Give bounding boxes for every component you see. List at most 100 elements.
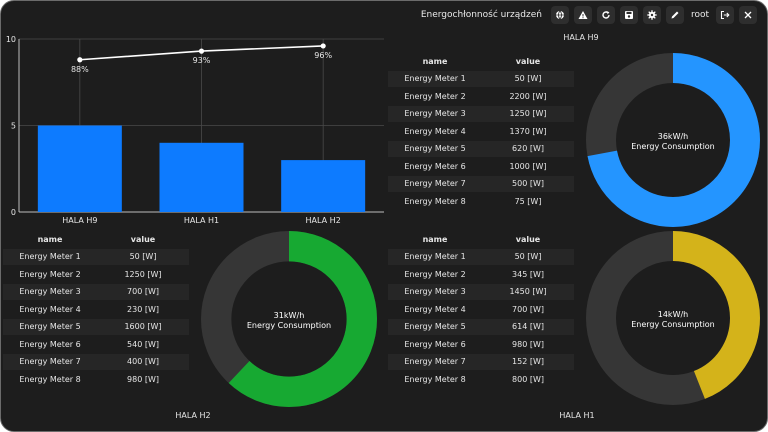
x-tick-label: HALA H1 [184, 216, 219, 225]
table-row[interactable]: Energy Meter 8 980 [W] [3, 371, 189, 387]
table-row[interactable]: Energy Meter 6 540 [W] [3, 336, 189, 352]
energy-bar-chart: 0 5 10 HALA H9 HALA H1 HALA H2 88% 93% 96% [6, 35, 384, 225]
meter-value: 1000 [W] [509, 161, 547, 171]
meter-name: Energy Meter 2 [404, 269, 466, 279]
meter-name: Energy Meter 4 [404, 126, 466, 136]
y-tick-label: 5 [11, 122, 16, 131]
meter-value: 1250 [W] [509, 109, 547, 118]
table-row[interactable]: Energy Meter 5 620 [W] [388, 140, 574, 157]
table-row[interactable]: Energy Meter 3 1250 [W] [388, 105, 574, 122]
table-row[interactable]: Energy Meter 8 75 [W] [388, 193, 574, 209]
table-row[interactable]: Energy Meter 4 230 [W] [3, 301, 189, 317]
meter-value: 1370 [W] [509, 126, 547, 136]
meter-value: 1450 [W] [509, 287, 547, 296]
column-header-name: name [422, 56, 448, 66]
refresh-button[interactable] [596, 6, 615, 24]
meter-name: Energy Meter 2 [404, 91, 466, 101]
x-tick-label: HALA H9 [62, 216, 97, 225]
meter-value: 540 [W] [127, 339, 159, 349]
consumption-value: 31kW/h [274, 310, 305, 320]
column-header-value: value [515, 234, 541, 244]
hall-h9-table: name value Energy Meter 1 50 [W] Energy Mete… [388, 53, 574, 209]
consumption-label: Energy Consumption [247, 320, 331, 330]
table-row[interactable]: Energy Meter 6 1000 [W] [388, 158, 574, 174]
line-point[interactable] [320, 43, 326, 49]
table-row[interactable]: Energy Meter 7 500 [W] [388, 175, 574, 192]
table-row[interactable]: Energy Meter 5 1600 [W] [3, 318, 189, 335]
meter-name: Energy Meter 2 [19, 269, 81, 279]
settings-button[interactable] [642, 6, 661, 24]
close-icon [744, 11, 752, 19]
bar[interactable] [37, 125, 122, 213]
table-row[interactable]: Energy Meter 6 980 [W] [388, 336, 574, 352]
table-row[interactable]: Energy Meter 3 700 [W] [3, 283, 189, 300]
alert-icon [578, 11, 588, 19]
meter-value: 400 [W] [127, 357, 159, 366]
table-row[interactable]: Energy Meter 2 2200 [W] [388, 88, 574, 104]
meter-name: Energy Meter 5 [404, 144, 466, 153]
top-bar: Energochłonność urządzeń root [421, 6, 757, 24]
meter-value: 75 [W] [514, 196, 542, 206]
meter-value: 800 [W] [512, 374, 544, 384]
meter-name: Energy Meter 1 [404, 74, 466, 83]
donut-fill[interactable] [586, 231, 760, 405]
meter-value: 50 [W] [129, 252, 157, 261]
consumption-label: Energy Consumption [631, 142, 715, 151]
table-header: name value [388, 231, 574, 247]
table-header: name value [388, 53, 574, 69]
hall-h9-label: HALA H9 [563, 33, 599, 42]
meter-name: Energy Meter 3 [404, 109, 466, 118]
meter-name: Energy Meter 7 [404, 179, 466, 188]
line-point[interactable] [198, 48, 205, 54]
hall-h1-label: HALA H1 [559, 411, 595, 420]
meter-value: 620 [W] [512, 144, 544, 153]
column-header-value: value [515, 56, 541, 66]
meter-name: Energy Meter 7 [404, 357, 466, 366]
table-row[interactable]: Energy Meter 8 800 [W] [388, 371, 574, 387]
meter-name: Energy Meter 6 [404, 161, 466, 171]
bar[interactable] [159, 142, 244, 212]
column-header-name: name [422, 234, 448, 244]
line-point[interactable] [77, 57, 83, 63]
table-row[interactable]: Energy Meter 7 152 [W] [388, 353, 574, 370]
table-row[interactable]: Energy Meter 3 1450 [W] [388, 283, 574, 300]
user-name: root [690, 10, 709, 20]
table-row[interactable]: Energy Meter 1 50 [W] [388, 248, 574, 265]
meter-name: Energy Meter 7 [19, 357, 81, 366]
language-button[interactable] [550, 6, 569, 24]
meter-value: 980 [W] [127, 374, 159, 384]
table-row[interactable]: Energy Meter 4 700 [W] [388, 301, 574, 317]
meter-value: 2200 [W] [509, 91, 547, 101]
save-button[interactable] [619, 6, 638, 24]
consumption-label: Energy Consumption [631, 320, 715, 329]
edit-button[interactable] [665, 6, 684, 24]
donut-fill[interactable] [586, 53, 760, 227]
meter-name: Energy Meter 3 [404, 287, 466, 296]
table-row[interactable]: Energy Meter 4 1370 [W] [388, 123, 574, 139]
line-point-label: 93% [193, 56, 211, 65]
y-tick-label: 10 [6, 35, 16, 44]
table-row[interactable]: Energy Meter 5 614 [W] [388, 318, 574, 335]
meter-name: Energy Meter 5 [404, 322, 466, 331]
table-row[interactable]: Energy Meter 7 400 [W] [3, 353, 189, 370]
meter-name: Energy Meter 8 [404, 196, 466, 206]
gear-icon [647, 10, 657, 20]
meter-value: 700 [W] [512, 304, 544, 314]
close-button[interactable] [739, 6, 757, 24]
table-row[interactable]: Energy Meter 1 50 [W] [388, 70, 574, 87]
meter-name: Energy Meter 8 [19, 374, 81, 384]
table-row[interactable]: Energy Meter 1 50 [W] [3, 248, 189, 265]
donut-fill[interactable] [201, 231, 377, 407]
alerts-button[interactable] [573, 6, 592, 24]
column-header-value: value [130, 234, 156, 244]
meter-value: 1600 [W] [124, 322, 162, 331]
table-row[interactable]: Energy Meter 2 345 [W] [388, 266, 574, 282]
pencil-icon [671, 11, 679, 19]
logout-button[interactable] [716, 6, 734, 24]
table-row[interactable]: Energy Meter 2 1250 [W] [3, 266, 189, 282]
meter-value: 152 [W] [512, 357, 544, 366]
bar[interactable] [281, 160, 366, 212]
